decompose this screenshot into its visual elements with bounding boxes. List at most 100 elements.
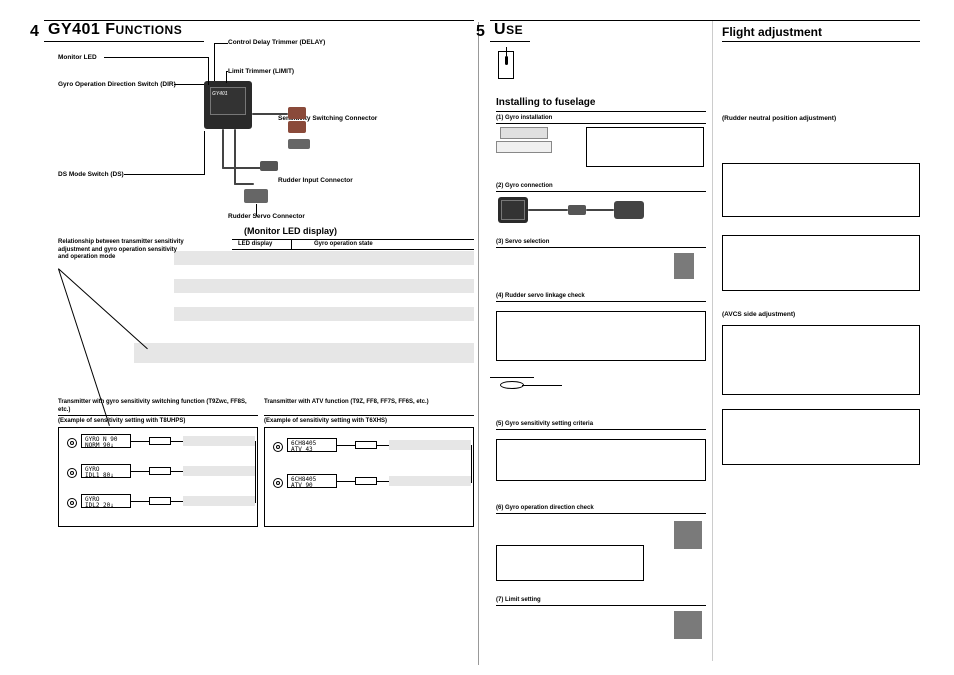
knob-icon <box>273 442 283 452</box>
wire <box>337 445 355 446</box>
knob-icon <box>67 438 77 448</box>
wire <box>252 113 288 115</box>
rudder-neutral-label: (Rudder neutral position adjustment) <box>722 115 836 123</box>
connector-icon <box>568 205 586 215</box>
limit-trimmer-icon <box>674 611 702 639</box>
strip <box>183 436 255 446</box>
wire <box>171 471 183 472</box>
gyro-small-icon <box>498 197 528 223</box>
page-4: 4 GY401 FUNCTIONS Control Delay Trimmer … <box>44 20 474 665</box>
gy401-unit-icon: GY401 <box>204 81 252 129</box>
leader <box>124 174 204 175</box>
gyro-base-icon <box>496 141 552 153</box>
wire <box>337 481 355 482</box>
gy401-logo: GY401 <box>212 91 228 97</box>
strip <box>389 440 471 450</box>
resistor-icon <box>355 441 377 449</box>
rule <box>496 191 706 192</box>
lcd-text: 6CH8405 ATV 90 <box>289 476 335 486</box>
label-rudder-servo: Rudder Servo Connector <box>228 213 305 221</box>
table-row <box>174 279 474 293</box>
servo-select-icon <box>674 253 694 279</box>
example-left-title: Transmitter with gyro sensitivity switch… <box>58 399 248 414</box>
example-left-caption: (Example of sensitivity setting with T8U… <box>58 418 185 425</box>
label-delay: Control Delay Trimmer (DELAY) <box>228 39 325 47</box>
text-box <box>496 545 644 581</box>
rule <box>496 247 706 248</box>
connector-icon <box>288 139 310 149</box>
rule <box>496 513 706 514</box>
table-row <box>174 307 474 321</box>
example-right-title: Transmitter with ATV function (T9Z, FF8,… <box>264 399 464 407</box>
servo-icon <box>244 189 268 203</box>
leader <box>204 131 205 175</box>
strip <box>183 496 255 506</box>
lcd-display: 6CH8405 ATV 90 <box>287 474 337 488</box>
rule <box>722 41 920 42</box>
text-box <box>586 127 704 167</box>
wire <box>471 445 472 483</box>
rule <box>496 429 706 430</box>
lcd-display: GYRO IDL2 20↓ <box>81 494 131 508</box>
transmitter-icon <box>498 51 514 79</box>
wire <box>171 441 183 442</box>
rule <box>264 415 474 416</box>
wire <box>377 481 389 482</box>
text-box <box>722 163 920 217</box>
rule <box>496 301 706 302</box>
avcs-label: (AVCS side adjustment) <box>722 311 795 319</box>
leader <box>226 71 227 83</box>
title-rule <box>490 41 530 42</box>
wire <box>222 167 262 169</box>
rule <box>496 111 706 112</box>
resistor-icon <box>149 437 171 445</box>
leader <box>214 43 228 44</box>
receiver-icon <box>614 201 644 219</box>
section-title-functions: GY401 FUNCTIONS <box>48 21 182 39</box>
wire <box>528 209 568 211</box>
section-title-use: USE <box>494 21 523 39</box>
title-rule <box>44 41 204 42</box>
text-box <box>722 409 920 465</box>
relationship-text: Relationship between transmitter sensiti… <box>58 239 188 262</box>
column-rule <box>712 21 713 661</box>
label-monitor-led: Monitor LED <box>58 54 97 62</box>
example-box-right: 6CH8405 ATV 43 6CH8405 ATV 90 <box>264 427 474 527</box>
wire <box>255 441 256 503</box>
subhead-monitor-led: (Monitor LED display) <box>244 226 337 236</box>
label-rudder-in: Rudder Input Connector <box>278 177 353 185</box>
rotor <box>490 377 534 378</box>
wire <box>586 209 614 211</box>
lcd-text: GYRO IDL1 80↓ <box>83 466 129 476</box>
label-limit: Limit Trimmer (LIMIT) <box>228 68 294 76</box>
label-dir: Gyro Operation Direction Switch (DIR) <box>58 81 176 89</box>
leader <box>256 204 257 216</box>
knob-icon <box>273 478 283 488</box>
page-5: 5 USE Flight adjustment Installing to fu… <box>490 20 920 665</box>
knob-icon <box>67 498 77 508</box>
rule <box>496 123 706 124</box>
step-2: (2) Gyro connection <box>496 183 553 189</box>
title-main: U <box>494 21 506 38</box>
col-rule <box>291 239 292 249</box>
wire <box>234 129 236 185</box>
strip <box>389 476 471 486</box>
label-ds: DS Mode Switch (DS) <box>58 171 124 179</box>
gyro-top-icon <box>500 127 548 139</box>
table-row <box>174 251 474 265</box>
wire <box>131 501 149 502</box>
lcd-line: IDL1 80↓ <box>85 472 114 479</box>
step-1: (1) Gyro installation <box>496 115 552 121</box>
title-smallcaps: UNCTIONS <box>116 23 183 37</box>
step-3: (3) Servo selection <box>496 239 549 245</box>
subhead-installing: Installing to fuselage <box>496 97 595 108</box>
wire <box>171 501 183 502</box>
lcd-line: NORM 90↓ <box>85 442 114 449</box>
text-box <box>722 325 920 395</box>
resistor-icon <box>149 497 171 505</box>
rule <box>496 605 706 606</box>
resistor-icon <box>149 467 171 475</box>
lcd-line: ATV 90 <box>291 482 313 489</box>
lcd-line: IDL2 20↓ <box>85 502 114 509</box>
rule <box>232 239 474 240</box>
